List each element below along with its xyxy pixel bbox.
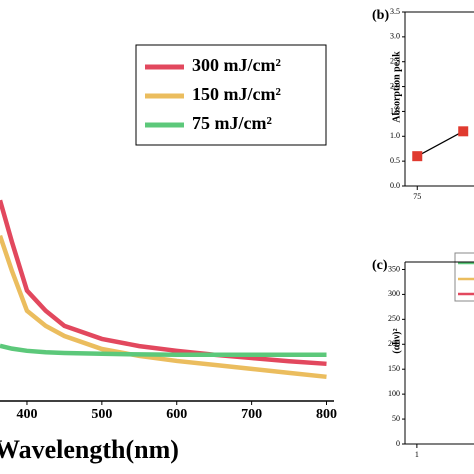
y-tick-label: 150 — [388, 364, 400, 373]
plot-area — [0, 199, 327, 380]
y-tick-label: 3.5 — [390, 7, 400, 16]
legend-box-c — [454, 252, 474, 302]
y-tick-label: 2.5 — [390, 57, 400, 66]
y-tick-label: 2.0 — [390, 81, 400, 90]
panel-label: (b) — [372, 8, 389, 23]
y-tick-label: 3.0 — [390, 32, 400, 41]
panel: 400 500 600 700 800 Wavelength(nm) 300 mJ/cm² 1… — [0, 55, 337, 464]
y-tick-label: 0 — [396, 439, 400, 448]
plot-area — [412, 126, 469, 162]
marker — [458, 126, 469, 137]
y-tick-label: 250 — [388, 314, 400, 323]
panel: 75 0.0 0.5 1.0 1.5 2.0 2.5 3.0 3.5 Absorption pea… — [372, 7, 474, 201]
legend-label: 300 mJ/cm² — [192, 55, 281, 75]
series-line — [0, 199, 327, 367]
y-tick-label: 1.5 — [390, 106, 400, 115]
x-tick-label: 500 — [91, 407, 112, 422]
marker — [412, 151, 423, 162]
x-tick-label: 75 — [413, 192, 421, 201]
y-tick-label: 100 — [388, 389, 400, 398]
x-tick-label: 400 — [16, 407, 37, 422]
x-tick-label: 800 — [316, 407, 337, 422]
y-tick-label: 300 — [388, 289, 400, 298]
y-tick-label: 200 — [388, 339, 400, 348]
y-tick-label: 1.0 — [390, 131, 400, 140]
series-line — [416, 130, 464, 157]
legend-label: 150 mJ/cm² — [192, 84, 281, 104]
y-tick-label: 50 — [392, 414, 400, 423]
panel: 1 0 50 100 150 200 250 300 350 (αhν)² (c) — [372, 258, 474, 459]
y-tick-label: 0.0 — [390, 181, 400, 190]
y-tick-label: 350 — [388, 264, 400, 273]
x-tick-label: 700 — [241, 407, 262, 422]
y-axis-label: Absorption peak — [391, 51, 402, 123]
series-line — [0, 343, 327, 358]
x-tick-label: 1 — [415, 450, 419, 459]
x-tick-label: 600 — [166, 407, 187, 422]
x-axis-label: Wavelength(nm) — [0, 435, 179, 464]
panel-label: (c) — [372, 258, 388, 273]
y-tick-label: 0.5 — [390, 156, 400, 165]
y-axis-label: (αhν)² — [391, 328, 402, 353]
legend-label: 75 mJ/cm² — [192, 113, 272, 133]
